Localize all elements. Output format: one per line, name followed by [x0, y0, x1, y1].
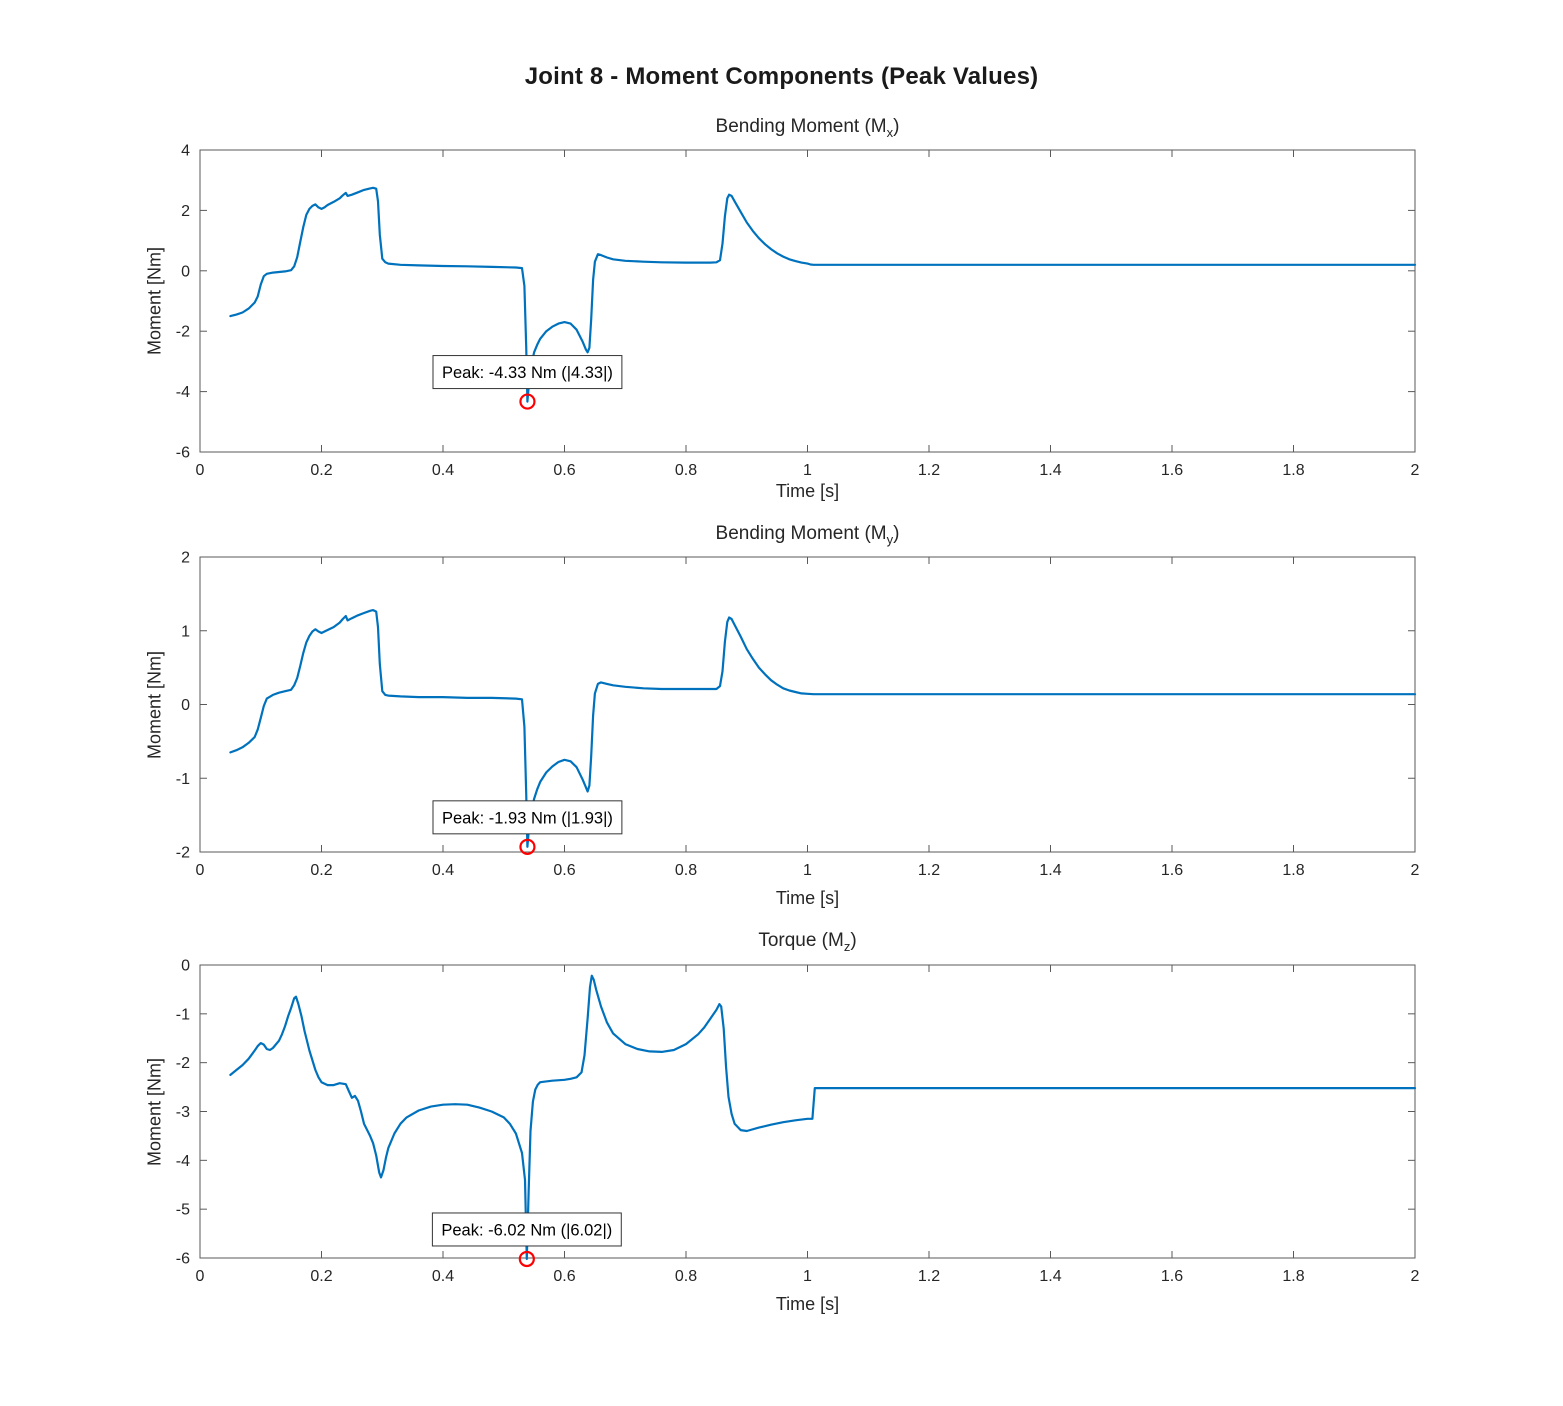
- subplot-title-my: Bending Moment (My): [200, 523, 1415, 547]
- x-tick-label: 0.2: [310, 862, 332, 879]
- y-tick-label: 0: [181, 958, 190, 975]
- x-tick-label: 1: [803, 1268, 812, 1285]
- peak-marker: [518, 1250, 535, 1268]
- x-tick-label: 1.4: [1039, 862, 1061, 879]
- trace-mz: [229, 974, 1417, 1261]
- x-tick-label: 1: [803, 462, 812, 479]
- y-tick-label: -4: [176, 1153, 190, 1170]
- subplot-title-mz-subscript: z: [843, 938, 851, 954]
- trace-mx: [229, 186, 1417, 403]
- subplot-title-my-close: ): [893, 523, 900, 544]
- x-tick-label: 0.6: [553, 462, 575, 479]
- y-tick-label: 2: [181, 203, 190, 220]
- y-tick-label: 0: [181, 697, 190, 714]
- peak-annotation-text: Peak: -4.33 Nm (|4.33|): [442, 364, 613, 382]
- subplot-title-my-text: Bending Moment (M: [715, 523, 887, 544]
- x-axis-label-mz: Time [s]: [775, 1294, 840, 1314]
- peak-annotation-box: [432, 800, 623, 835]
- y-tick-label: 1: [181, 623, 190, 640]
- subplot-title-my-subscript: y: [886, 531, 894, 547]
- x-tick-label: 1.4: [1039, 462, 1061, 479]
- peak-annotation-box: [431, 1212, 622, 1247]
- x-tick-label: 0.8: [675, 462, 697, 479]
- x-tick-label: 0.2: [310, 1268, 332, 1285]
- x-tick-label: 1: [803, 862, 812, 879]
- x-tick-label: 1.6: [1161, 1268, 1183, 1285]
- peak-marker: [519, 393, 536, 410]
- x-tick-label: 1.2: [918, 462, 940, 479]
- x-tick-label: 2: [1411, 462, 1420, 479]
- x-tick-label: 1.8: [1282, 862, 1304, 879]
- subplot-title-mz: Torque (Mz): [200, 930, 1415, 954]
- trace-my: [229, 608, 1417, 848]
- x-tick-label: 0.8: [675, 1268, 697, 1285]
- subplot-title-mx-subscript: x: [886, 124, 894, 140]
- x-axis-label-my: Time [s]: [775, 888, 840, 908]
- x-tick-label: 0.8: [675, 862, 697, 879]
- peak-annotation-text: Peak: -1.93 Nm (|1.93|): [442, 809, 613, 827]
- x-axis-label-mx: Time [s]: [775, 481, 840, 501]
- x-tick-label: 1.6: [1161, 462, 1183, 479]
- y-tick-label: -2: [176, 324, 190, 341]
- axes-box: [199, 149, 1416, 453]
- subplot-title-mz-close: ): [850, 930, 857, 951]
- subplot-mx: 0 0.2 0.4 0.6 0.8 1 1.2 1.4 1.6 1.8 2 -6 -4 -2 0 2 4 Peak…: [176, 143, 1420, 480]
- axes-box: [199, 556, 1416, 853]
- x-tick-label: 0.4: [432, 862, 454, 879]
- y-tick-label: -2: [176, 1055, 190, 1072]
- subplot-title-mx-text: Bending Moment (M: [715, 116, 887, 137]
- x-tick-label: 1.8: [1282, 462, 1304, 479]
- y-tick-label: -6: [176, 1251, 190, 1268]
- x-tick-label: 1.4: [1039, 1268, 1061, 1285]
- x-tick-label: 0.2: [310, 462, 332, 479]
- x-tick-label: 0.4: [432, 462, 454, 479]
- subplot-title-mx-close: ): [893, 116, 900, 137]
- x-tick-label: 1.2: [918, 1268, 940, 1285]
- y-tick-label: 2: [181, 550, 190, 567]
- x-tick-label: 2: [1411, 1268, 1420, 1285]
- axes-box: [199, 964, 1416, 1259]
- x-tick-label: 0: [196, 862, 205, 879]
- y-tick-label: -4: [176, 384, 190, 401]
- y-tick-label: -6: [176, 445, 190, 462]
- x-tick-label: 1.2: [918, 862, 940, 879]
- x-tick-label: 0: [196, 1268, 205, 1285]
- peak-annotation-box: [432, 355, 623, 390]
- peak-annotation-text: Peak: -6.02 Nm (|6.02|): [441, 1221, 612, 1239]
- y-tick-label: -2: [176, 845, 190, 862]
- subplot-title-mz-text: Torque (M: [758, 930, 844, 951]
- y-tick-label: -1: [176, 1006, 190, 1023]
- peak-marker: [519, 838, 536, 855]
- figure-title: Joint 8 - Moment Components (Peak Values…: [524, 63, 1039, 90]
- subplot-my: 0 0.2 0.4 0.6 0.8 1 1.2 1.4 1.6 1.8 2 -2 -1 0 1 2 Peak: …: [176, 550, 1420, 880]
- x-tick-label: 0.6: [553, 862, 575, 879]
- x-tick-label: 2: [1411, 862, 1420, 879]
- subplot-mz: 0 0.2 0.4 0.6 0.8 1 1.2 1.4 1.6 1.8 2 -6 -5 -4 -3 -2 -1 0…: [176, 958, 1420, 1286]
- x-tick-label: 0: [196, 462, 205, 479]
- y-tick-label: -3: [176, 1104, 190, 1121]
- y-tick-label: -5: [176, 1202, 190, 1219]
- x-tick-label: 0.6: [553, 1268, 575, 1285]
- x-tick-label: 1.8: [1282, 1268, 1304, 1285]
- x-tick-label: 0.4: [432, 1268, 454, 1285]
- y-tick-label: 0: [181, 263, 190, 280]
- y-tick-label: 4: [181, 143, 190, 160]
- subplot-title-mx: Bending Moment (Mx): [200, 116, 1415, 140]
- y-tick-label: -1: [176, 771, 190, 788]
- x-tick-label: 1.6: [1161, 862, 1183, 879]
